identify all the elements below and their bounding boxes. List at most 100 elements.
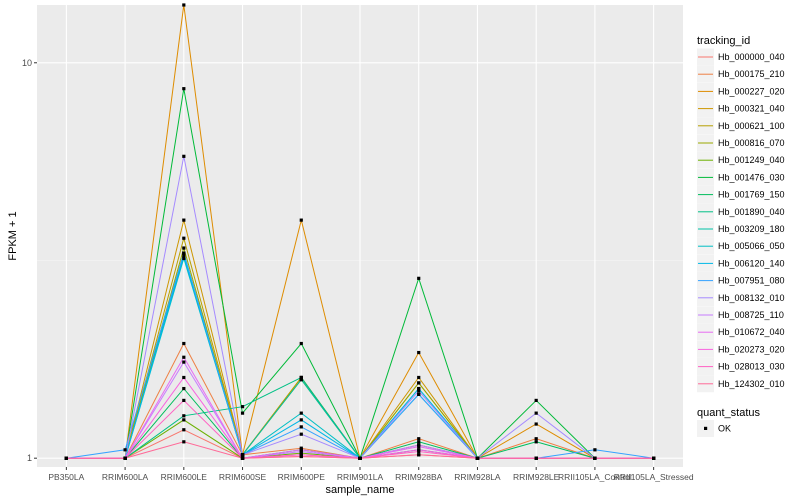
data-point	[299, 418, 303, 422]
data-point	[534, 440, 538, 444]
x-tick-label: RRIM928LA	[454, 472, 501, 482]
data-point	[652, 456, 656, 460]
legend-label: Hb_001769_150	[718, 190, 785, 200]
data-point	[299, 341, 303, 346]
data-point	[182, 355, 186, 359]
legend-label: Hb_000000_040	[718, 52, 785, 62]
data-points	[64, 3, 656, 460]
data-point	[593, 456, 597, 460]
y-axis-title: FPKM + 1	[7, 211, 19, 260]
x-tick-label: PB350LA	[48, 472, 84, 482]
data-point	[299, 432, 303, 436]
data-point	[417, 448, 421, 452]
data-point	[358, 456, 362, 460]
legend-label: Hb_003209_180	[718, 224, 785, 234]
data-point	[299, 449, 303, 454]
data-point	[240, 453, 245, 457]
data-point	[182, 418, 186, 422]
x-tick-label: RRIM600LE	[161, 472, 208, 482]
data-point	[417, 386, 421, 391]
legend-label: Hb_007951_080	[718, 276, 785, 286]
data-point	[534, 398, 538, 403]
legend-label: Hb_020273_020	[718, 344, 785, 354]
data-point	[417, 437, 421, 441]
data-point	[299, 446, 303, 450]
legend2-title: quant_status	[697, 407, 760, 419]
data-point	[123, 448, 127, 452]
data-point	[182, 360, 186, 364]
data-point	[182, 428, 186, 432]
x-tick-label: RRIM600LA	[102, 472, 149, 482]
x-axis-title: sample_name	[325, 484, 394, 496]
legend-label: Hb_000621_100	[718, 121, 785, 131]
legend-label: Hb_008725_110	[718, 310, 784, 320]
data-point	[299, 451, 303, 455]
legend-label: Hb_000227_020	[718, 86, 785, 96]
data-point	[182, 251, 186, 255]
legend-label: Hb_028013_030	[718, 362, 785, 372]
data-point	[182, 154, 186, 158]
data-point	[534, 456, 538, 460]
data-point	[182, 386, 186, 391]
legend-label: Hb_005066_050	[718, 241, 785, 251]
data-point	[534, 411, 538, 415]
legend-label: Hb_008132_010	[718, 293, 785, 303]
data-point	[182, 236, 186, 240]
data-point	[299, 425, 303, 429]
data-point	[64, 456, 68, 460]
data-point	[417, 350, 421, 355]
data-point	[182, 440, 186, 444]
legend-label: Hb_001249_040	[718, 155, 785, 165]
x-tick-label: RRIM600PE	[278, 472, 326, 482]
data-point	[240, 405, 245, 409]
data-point	[475, 456, 480, 460]
data-point	[182, 375, 186, 380]
legend-label: Hb_124302_010	[718, 379, 785, 389]
data-point	[123, 456, 127, 460]
data-point	[417, 375, 421, 380]
data-point	[182, 398, 186, 403]
data-point	[299, 448, 303, 452]
legend-title: tracking_id	[697, 35, 750, 47]
legend-label: Hb_000175_210	[718, 69, 785, 79]
x-tick-label: RRIM928BA	[395, 472, 443, 482]
legend-label: Hb_001890_040	[718, 207, 785, 217]
legend2-label: OK	[718, 424, 731, 434]
x-tick-label: RRII105LA_Stressed	[614, 472, 694, 482]
data-point	[417, 276, 421, 280]
data-point	[182, 414, 186, 418]
data-point	[182, 218, 186, 222]
legend-quant-status: quant_status OK	[697, 407, 760, 437]
x-tick-label: RRII105LA_Control	[558, 472, 632, 482]
legend-label: Hb_001476_030	[718, 172, 785, 182]
data-point	[417, 381, 421, 385]
data-point	[299, 375, 303, 380]
x-tick-label: RRIM901LA	[337, 472, 384, 482]
data-point	[299, 454, 303, 459]
data-point	[417, 453, 421, 457]
data-point	[182, 341, 186, 346]
data-point	[299, 411, 303, 415]
data-point	[534, 437, 538, 441]
data-point	[182, 256, 186, 261]
legend-label: Hb_010672_040	[718, 327, 785, 337]
legend: tracking_id Hb_000000_040 Hb_000175_210 Hb…	[697, 35, 785, 393]
data-point	[593, 448, 597, 452]
data-point	[182, 246, 186, 250]
data-point	[299, 218, 303, 222]
y-tick-label: 10	[22, 58, 32, 68]
data-point	[417, 444, 421, 449]
axes: 1 10 PB350LA RRIM600LA RRIM600LE RRIM600SE RRI…	[22, 58, 694, 482]
data-point	[417, 449, 421, 454]
legend-label: Hb_000321_040	[718, 104, 785, 114]
data-point	[417, 440, 421, 444]
data-point	[299, 378, 303, 382]
legend2-point-marker	[704, 426, 708, 430]
y-tick-label: 1	[27, 453, 32, 463]
data-point	[182, 3, 186, 7]
data-point	[240, 411, 245, 415]
data-point	[417, 389, 421, 393]
data-point	[240, 456, 245, 460]
data-point	[182, 254, 186, 258]
